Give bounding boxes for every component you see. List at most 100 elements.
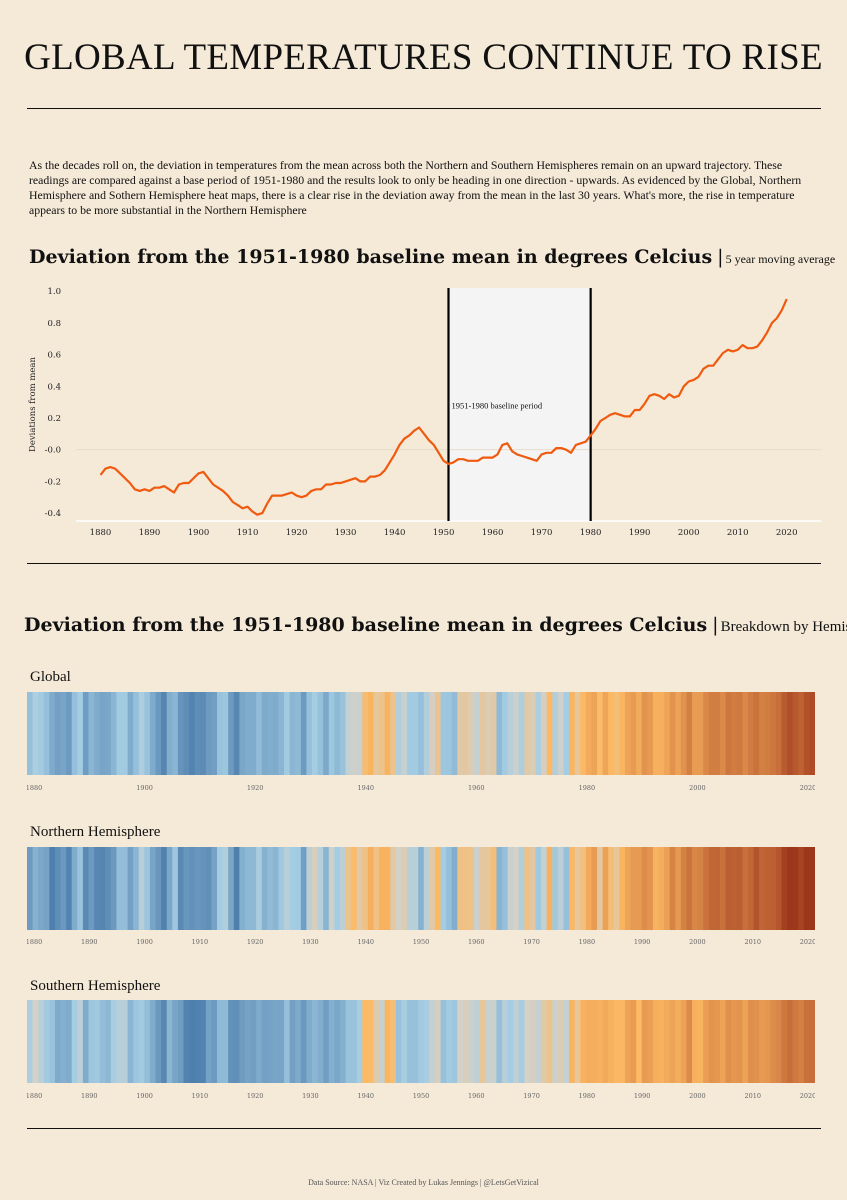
stripe-1996	[675, 1000, 682, 1083]
stripe-2006	[731, 692, 738, 775]
stripe-1980	[585, 692, 592, 775]
stripe-1888	[71, 847, 78, 930]
x-tick-label: 1890	[139, 528, 161, 538]
stripe-1891	[88, 1000, 95, 1083]
stripe-1940	[362, 1000, 369, 1083]
stripe-2014	[775, 1000, 782, 1083]
stripe-1909	[189, 847, 196, 930]
stripe-1916	[228, 1000, 235, 1083]
stripe-1980	[585, 847, 592, 930]
stripe-1927	[289, 1000, 296, 1083]
stripe-1977	[569, 847, 576, 930]
stripe-1969	[524, 692, 531, 775]
stripe-1957	[457, 847, 464, 930]
baseline-annotation: 1951-1980 baseline period	[452, 400, 543, 410]
stripe-1916	[228, 692, 235, 775]
stripe-1996	[675, 847, 682, 930]
stripe-1975	[557, 847, 564, 930]
stripe-1940	[362, 692, 369, 775]
stripe-2007	[736, 847, 743, 930]
stripe-1951	[423, 692, 430, 775]
stripe-1923	[267, 692, 274, 775]
stripe-svg	[27, 1000, 815, 1083]
stripe-1948	[407, 692, 414, 775]
stripe-1929	[300, 692, 307, 775]
stripe-1900	[138, 847, 145, 930]
stripe-1989	[636, 1000, 643, 1083]
stripe-1992	[652, 692, 659, 775]
stripe-1917	[233, 1000, 240, 1083]
stripe-1939	[356, 692, 363, 775]
stripe-2014	[775, 847, 782, 930]
stripe-1961	[479, 847, 486, 930]
stripe-1885	[54, 692, 61, 775]
stripe-1949	[412, 692, 419, 775]
heatmap-section-title: Deviation from the 1951-1980 baseline me…	[24, 614, 847, 636]
stripe-1911	[200, 1000, 207, 1083]
stripe-1944	[384, 692, 391, 775]
stripe-1936	[339, 1000, 346, 1083]
stripe-2012	[764, 692, 771, 775]
stripe-1931	[312, 847, 319, 930]
stripe-1936	[339, 847, 346, 930]
stripe-1947	[401, 1000, 408, 1083]
stripe-svg	[27, 692, 815, 775]
stripe-1929	[300, 1000, 307, 1083]
stripe-1990	[641, 692, 648, 775]
stripe-1893	[99, 692, 106, 775]
stripe-1983	[602, 1000, 609, 1083]
stripe-1907	[177, 847, 184, 930]
stripe-1915	[222, 847, 229, 930]
stripe-1967	[513, 692, 520, 775]
stripe-1901	[144, 847, 151, 930]
stripe-1918	[239, 847, 246, 930]
stripe-1979	[580, 1000, 587, 1083]
stripe-1884	[49, 847, 56, 930]
stripe-2002	[708, 847, 715, 930]
stripe-1932	[317, 692, 324, 775]
stripe-1900	[138, 1000, 145, 1083]
stripe-tick-label: 1950	[413, 938, 430, 946]
stripe-1974	[552, 692, 559, 775]
stripe-1971	[535, 692, 542, 775]
stripe-1945	[390, 1000, 397, 1083]
strip-label-southern: Southern Hemisphere	[30, 978, 161, 994]
stripe-2008	[742, 847, 749, 930]
stripe-1954	[440, 847, 447, 930]
stripe-1941	[367, 1000, 374, 1083]
stripe-2001	[703, 1000, 710, 1083]
stripe-1881	[32, 847, 39, 930]
series-line	[99, 298, 788, 516]
stripe-tick-label: 1960	[468, 1092, 485, 1100]
stripe-1914	[217, 847, 223, 930]
x-tick-label: 2000	[678, 528, 700, 538]
stripe-2014	[775, 692, 782, 775]
stripe-2012	[764, 1000, 771, 1083]
stripe-1882	[38, 692, 45, 775]
stripe-2003	[714, 692, 721, 775]
divider-bottom	[27, 1128, 821, 1129]
stripe-2020	[809, 692, 815, 775]
stripe-1994	[664, 847, 671, 930]
stripe-1921	[256, 1000, 263, 1083]
stripe-tick-label: 1940	[357, 938, 374, 946]
stripe-1946	[395, 692, 402, 775]
stripe-2003	[714, 847, 721, 930]
x-tick-label: 2010	[727, 528, 749, 538]
stripe-1909	[189, 1000, 196, 1083]
stripe-2019	[803, 847, 810, 930]
stripe-1940	[362, 847, 369, 930]
stripe-1908	[183, 1000, 190, 1083]
stripe-1969	[524, 847, 531, 930]
stripe-2004	[719, 1000, 726, 1083]
stripe-1943	[379, 692, 386, 775]
stripe-1884	[49, 1000, 56, 1083]
y-axis-label: Deviations from mean	[28, 357, 38, 452]
stripe-1924	[272, 692, 279, 775]
stripe-1917	[233, 847, 240, 930]
stripe-1992	[652, 1000, 659, 1083]
stripe-1902	[149, 692, 156, 775]
stripe-1917	[233, 692, 240, 775]
stripe-1888	[71, 1000, 78, 1083]
stripe-1968	[518, 1000, 525, 1083]
